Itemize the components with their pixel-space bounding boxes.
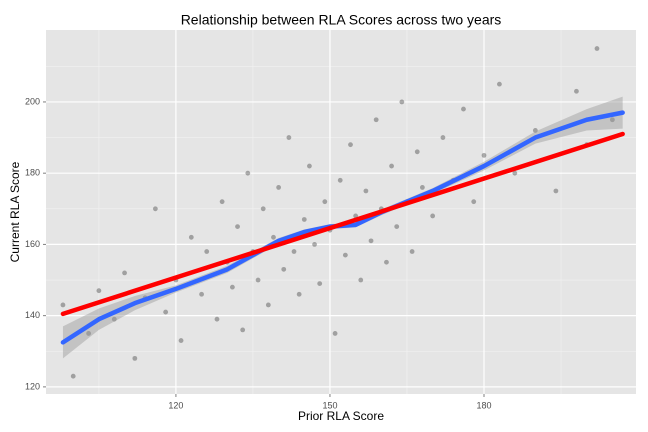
- point: [178, 338, 184, 343]
- point: [111, 316, 117, 322]
- point: [532, 128, 538, 133]
- x-tick-label: 150: [322, 400, 337, 410]
- point: [358, 277, 364, 283]
- point: [291, 249, 297, 254]
- point: [265, 302, 271, 308]
- plot-panel: [46, 30, 636, 394]
- point: [240, 327, 246, 333]
- point: [255, 277, 261, 283]
- point: [348, 142, 353, 148]
- point: [414, 149, 420, 155]
- point: [497, 81, 502, 87]
- x-tick-label: 180: [476, 400, 491, 410]
- point: [188, 234, 194, 240]
- point: [307, 163, 312, 169]
- y-tick-label: 140: [25, 310, 40, 320]
- point: [199, 291, 204, 297]
- point: [229, 284, 235, 290]
- point: [204, 249, 210, 254]
- point: [342, 252, 348, 258]
- y-tick-label: 160: [25, 239, 40, 249]
- chart-title: Relationship between RLA Scores across t…: [181, 12, 502, 28]
- y-tick-label: 200: [25, 96, 40, 106]
- point: [132, 355, 138, 361]
- point: [399, 99, 405, 105]
- point: [271, 234, 276, 240]
- y-tick-label: 180: [25, 168, 40, 178]
- point: [553, 188, 559, 194]
- point: [419, 185, 425, 190]
- point: [296, 291, 302, 297]
- point: [594, 46, 600, 51]
- point: [368, 238, 374, 244]
- point: [281, 266, 287, 272]
- point: [219, 199, 225, 205]
- point: [163, 309, 169, 315]
- y-axis-label: Current RLA Score: [8, 161, 22, 262]
- y-tick-label: 120: [25, 381, 40, 391]
- point: [96, 288, 102, 294]
- point: [86, 331, 92, 336]
- point: [512, 170, 518, 176]
- x-tick-label: 120: [168, 400, 183, 410]
- point: [363, 188, 369, 194]
- point: [430, 213, 436, 219]
- point: [373, 117, 379, 123]
- fit-line: [60, 131, 625, 317]
- point: [60, 302, 66, 308]
- point: [312, 242, 317, 247]
- point: [394, 224, 400, 230]
- x-axis-label: Prior RLA Score: [298, 409, 384, 423]
- point: [317, 281, 323, 286]
- point: [481, 152, 487, 158]
- point: [235, 224, 240, 230]
- point: [286, 135, 292, 140]
- point: [260, 206, 266, 212]
- point: [152, 206, 158, 212]
- point: [245, 170, 251, 176]
- point: [609, 117, 615, 123]
- point: [384, 259, 389, 265]
- point: [322, 199, 328, 205]
- point: [70, 373, 76, 379]
- point: [461, 106, 466, 112]
- point: [471, 199, 477, 205]
- point: [214, 316, 220, 322]
- point: [389, 163, 394, 169]
- point: [276, 185, 282, 190]
- point: [409, 249, 415, 254]
- point: [122, 270, 127, 276]
- point: [301, 217, 307, 222]
- point: [574, 88, 579, 94]
- point: [332, 331, 338, 336]
- point: [440, 135, 446, 140]
- point: [337, 177, 343, 183]
